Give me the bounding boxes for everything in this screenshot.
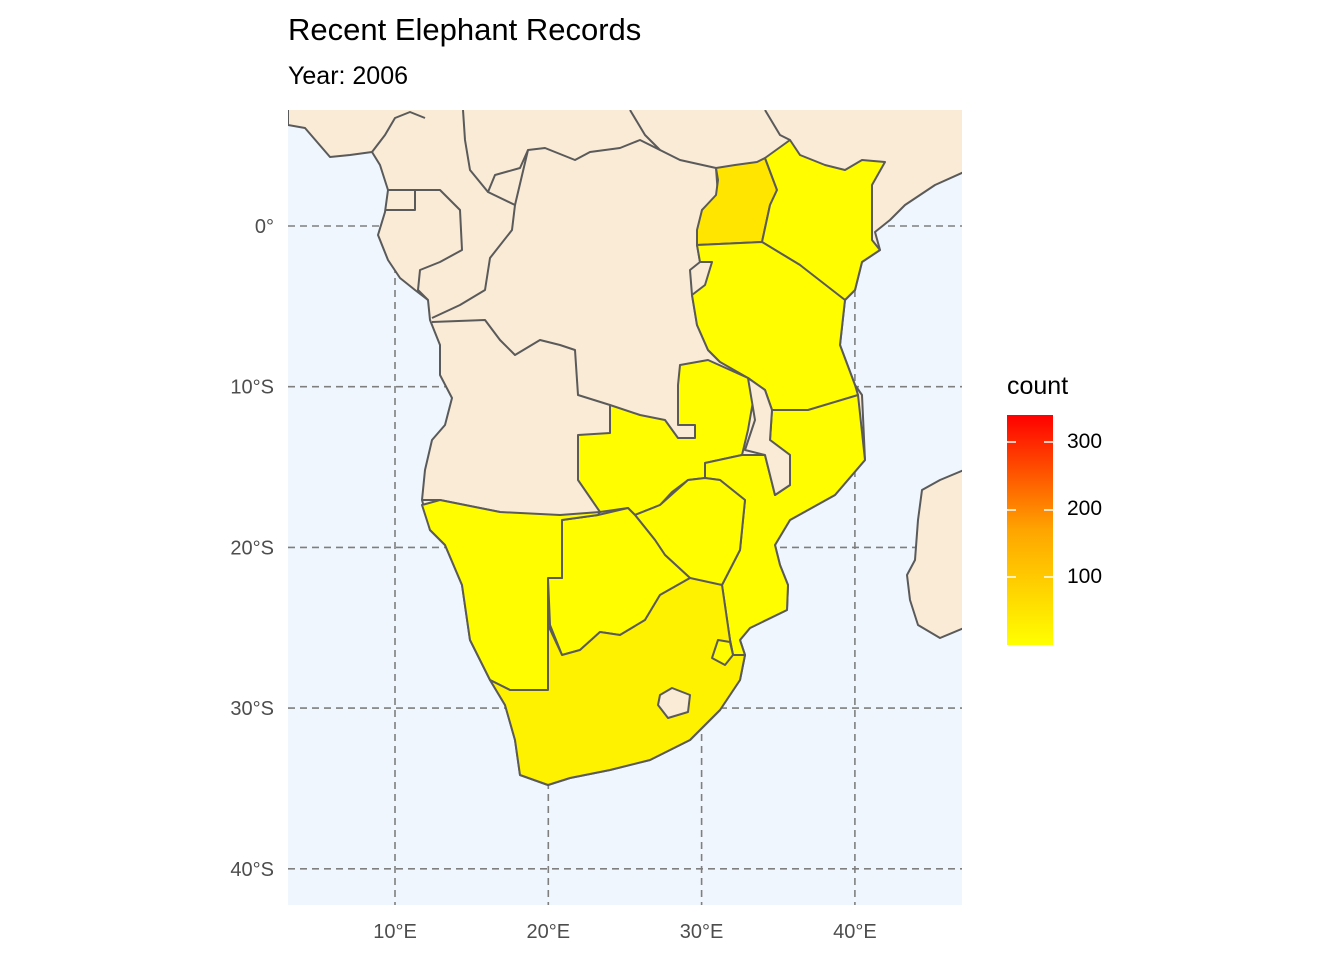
- legend-ticks: [1007, 441, 1053, 578]
- x-tick-label: 30°E: [680, 921, 724, 943]
- legend-colorbar: [1007, 415, 1053, 645]
- y-tick-label: 30°S: [230, 698, 274, 720]
- x-tick-label: 40°E: [833, 921, 877, 943]
- x-tick-label: 20°E: [527, 921, 571, 943]
- land-layer: [288, 110, 962, 786]
- land-madagascar: [906, 469, 962, 639]
- legend-label-200: 200: [1067, 497, 1103, 520]
- border-line: [764, 110, 791, 141]
- axis-labels: 10°E 20°E 30°E 40°E 0° 10°S 20°S 30°S 40°S: [230, 216, 876, 943]
- y-tick-label: 40°S: [230, 859, 274, 881]
- border-line: [514, 149, 529, 206]
- y-tick-label: 0°: [255, 216, 274, 238]
- border-line: [629, 110, 661, 151]
- chart-title: Recent Elephant Records: [288, 12, 642, 47]
- land-lesotho: [657, 687, 691, 719]
- border-line: [371, 111, 426, 153]
- land-malawi: [744, 377, 791, 496]
- x-tick-label: 10°E: [373, 921, 417, 943]
- region-zambia: [577, 359, 756, 516]
- legend-title: count: [1007, 372, 1069, 400]
- legend-label-300: 300: [1067, 430, 1103, 453]
- region-south-africa: [489, 577, 746, 786]
- border-line: [415, 189, 463, 301]
- region-namibia: [421, 499, 601, 691]
- border-line: [431, 319, 611, 406]
- legend-label-100: 100: [1067, 565, 1103, 588]
- region-swaziland: [711, 639, 734, 666]
- chart-subtitle: Year: 2006: [288, 62, 409, 90]
- border-line: [385, 189, 416, 211]
- y-tick-label: 20°S: [230, 537, 274, 559]
- border-line: [462, 110, 717, 193]
- y-tick-label: 10°S: [230, 377, 274, 399]
